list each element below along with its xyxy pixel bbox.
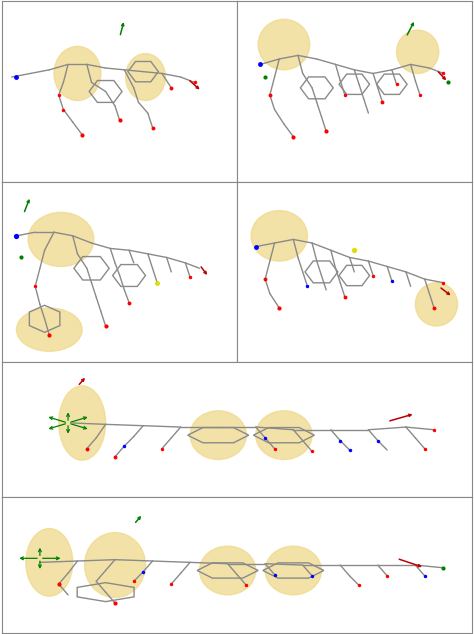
Text: Model #2: HCY-MOF-GW6: Model #2: HCY-MOF-GW6 — [288, 200, 420, 210]
Ellipse shape — [190, 411, 246, 460]
Ellipse shape — [28, 212, 94, 266]
Ellipse shape — [17, 308, 82, 351]
Ellipse shape — [26, 529, 73, 596]
Ellipse shape — [258, 19, 310, 70]
Ellipse shape — [397, 30, 439, 74]
Text: Model #4: 866-NN7: Model #4: 866-NN7 — [303, 380, 406, 390]
Ellipse shape — [54, 46, 101, 101]
Ellipse shape — [251, 210, 307, 261]
Ellipse shape — [84, 533, 146, 598]
Ellipse shape — [200, 546, 256, 595]
Ellipse shape — [126, 54, 165, 101]
Ellipse shape — [415, 283, 457, 326]
Text: Model #3: B9T-LSJ: Model #3: B9T-LSJ — [72, 380, 167, 390]
Ellipse shape — [59, 385, 106, 460]
Text: Model #1: DAY-CV7-DEX: Model #1: DAY-CV7-DEX — [56, 200, 183, 210]
Ellipse shape — [256, 411, 312, 460]
Text: Model #5: JZN-JZS: Model #5: JZN-JZS — [189, 516, 285, 526]
Ellipse shape — [265, 546, 321, 595]
